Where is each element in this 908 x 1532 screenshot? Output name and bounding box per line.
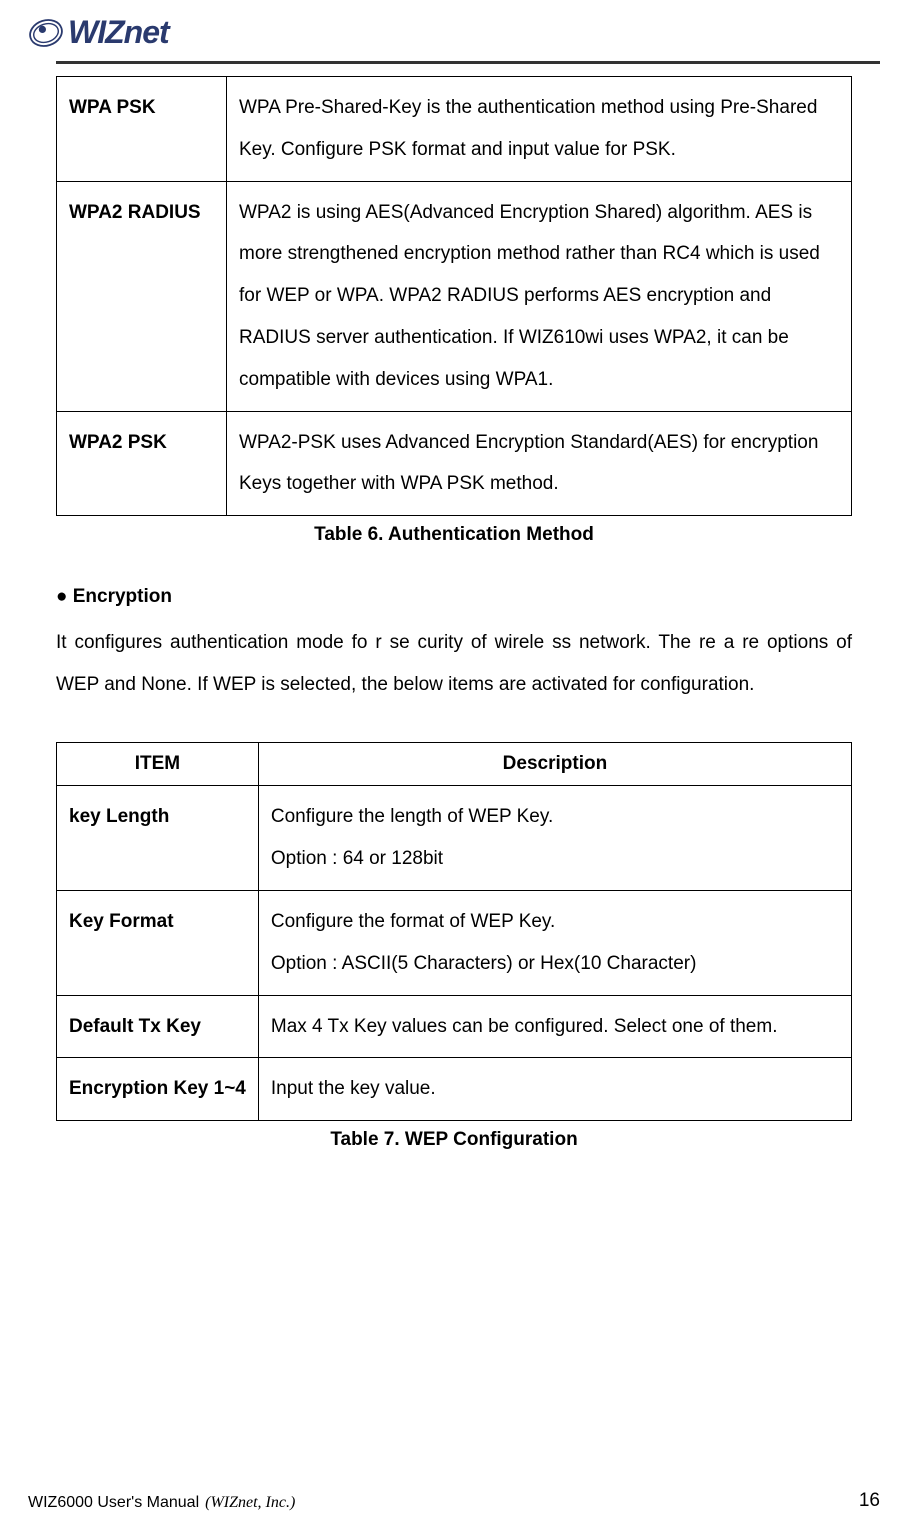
- table-header-row: ITEM Description: [57, 742, 852, 786]
- table-row: key Length Configure the length of WEP K…: [57, 786, 852, 891]
- cell-desc: WPA Pre-Shared-Key is the authentication…: [227, 77, 852, 182]
- header-item: ITEM: [57, 742, 259, 786]
- page-header: WIZnet: [28, 14, 880, 57]
- page-content: WPA PSK WPA Pre-Shared-Key is the authen…: [28, 64, 880, 1151]
- cell-label: Default Tx Key: [57, 995, 259, 1058]
- wep-configuration-table: ITEM Description key Length Configure th…: [56, 742, 852, 1121]
- table-row: Key Format Configure the format of WEP K…: [57, 890, 852, 995]
- table6-caption: Table 6. Authentication Method: [56, 524, 852, 546]
- table-row: Encryption Key 1~4 Input the key value.: [57, 1058, 852, 1121]
- cell-desc: Configure the format of WEP Key. Option …: [258, 890, 851, 995]
- cell-label: Key Format: [57, 890, 259, 995]
- cell-desc: Max 4 Tx Key values can be configured. S…: [258, 995, 851, 1058]
- cell-label: key Length: [57, 786, 259, 891]
- table-row: WPA2 PSK WPA2-PSK uses Advanced Encrypti…: [57, 411, 852, 516]
- cell-desc: Input the key value.: [258, 1058, 851, 1121]
- wiznet-logo-icon: [28, 15, 64, 51]
- cell-label: Encryption Key 1~4: [57, 1058, 259, 1121]
- encryption-header: ● Encryption: [56, 586, 852, 608]
- cell-label: WPA2 PSK: [57, 411, 227, 516]
- footer-manual-title: WIZ6000 User's Manual: [28, 1494, 199, 1512]
- logo-text: WIZnet: [68, 14, 169, 51]
- table-row: WPA PSK WPA Pre-Shared-Key is the authen…: [57, 77, 852, 182]
- cell-label: WPA PSK: [57, 77, 227, 182]
- bullet-icon: ● Encryption: [56, 586, 172, 607]
- footer-left: WIZ6000 User's Manual (WIZnet, Inc.): [28, 1494, 295, 1512]
- page-number: 16: [859, 1490, 880, 1512]
- logo: WIZnet: [28, 14, 169, 51]
- cell-label: WPA2 RADIUS: [57, 181, 227, 411]
- authentication-method-table: WPA PSK WPA Pre-Shared-Key is the authen…: [56, 76, 852, 516]
- table-row: Default Tx Key Max 4 Tx Key values can b…: [57, 995, 852, 1058]
- cell-desc: WPA2-PSK uses Advanced Encryption Standa…: [227, 411, 852, 516]
- cell-desc: Configure the length of WEP Key. Option …: [258, 786, 851, 891]
- table-row: WPA2 RADIUS WPA2 is using AES(Advanced E…: [57, 181, 852, 411]
- header-desc: Description: [258, 742, 851, 786]
- footer-company: (WIZnet, Inc.): [205, 1494, 295, 1512]
- table7-caption: Table 7. WEP Configuration: [56, 1129, 852, 1151]
- encryption-paragraph: It configures authentication mode fo r s…: [56, 622, 852, 706]
- page-footer: WIZ6000 User's Manual (WIZnet, Inc.) 16: [28, 1490, 880, 1512]
- cell-desc: WPA2 is using AES(Advanced Encryption Sh…: [227, 181, 852, 411]
